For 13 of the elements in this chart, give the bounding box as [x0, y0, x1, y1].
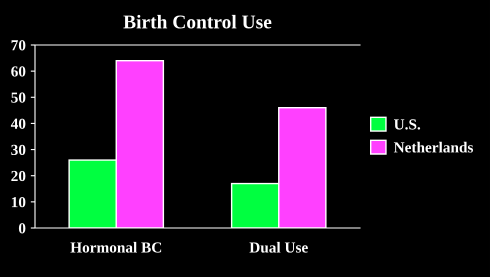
y-tick-label: 50 [11, 92, 26, 103]
x-tick-label: Dual Use [250, 242, 308, 253]
x-tick-label: Hormonal BC [70, 242, 162, 253]
y-tick-label: 60 [11, 66, 26, 77]
y-tick-label: 40 [10, 118, 26, 129]
y-tick-label: 10 [12, 197, 26, 208]
legend-label: Netherlands [394, 142, 474, 153]
chart-title: Birth Control Use [123, 14, 272, 29]
y-tick-label: 70 [12, 40, 26, 50]
y-tick-label: 0 [18, 223, 26, 234]
y-tick-label: 20 [11, 170, 26, 182]
y-tick-label: 30 [11, 144, 26, 156]
legend-label: U.S. [394, 119, 420, 130]
